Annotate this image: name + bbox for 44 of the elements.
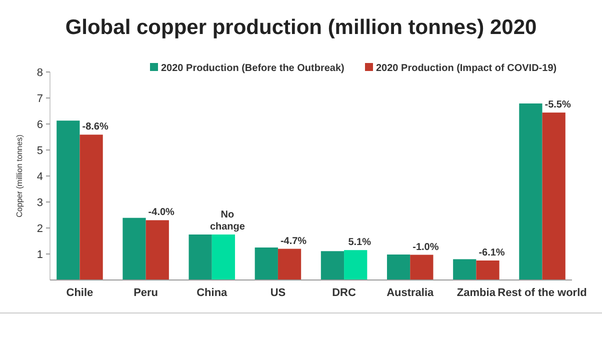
bar <box>542 112 566 280</box>
bar <box>386 254 410 280</box>
y-tick-label: 1 <box>36 249 43 261</box>
x-tick-label: China <box>196 287 228 299</box>
y-tick-label: 6 <box>36 119 43 131</box>
y-tick-label: 3 <box>36 197 43 209</box>
bar <box>80 134 103 280</box>
bar <box>212 234 236 280</box>
y-tick-label: 7 <box>36 93 43 105</box>
bar <box>278 248 302 280</box>
bar <box>254 248 278 280</box>
x-tick-label: DRC <box>332 287 356 299</box>
annotation: -1.0% <box>412 242 439 253</box>
annotation: -4.0% <box>148 207 175 218</box>
annotation: -5.5% <box>544 100 571 111</box>
bar <box>476 260 500 280</box>
legend-label: 2020 Production (Before the Outbreak) <box>161 63 344 74</box>
bar <box>519 103 542 280</box>
bar <box>410 254 434 280</box>
chart-title: Global copper production (million tonnes) 2020 <box>65 16 537 39</box>
annotation: -4.7% <box>280 236 307 247</box>
bar <box>188 234 212 280</box>
annotation: 5.1% <box>348 237 372 248</box>
x-tick-label: Australia <box>386 287 435 299</box>
bar <box>122 218 146 280</box>
x-tick-label: US <box>270 287 286 299</box>
bar <box>320 251 344 280</box>
x-tick-label: Chile <box>66 287 94 299</box>
x-tick-label: Peru <box>134 287 158 299</box>
bar <box>344 250 368 280</box>
bar <box>453 259 476 280</box>
annotation: No change <box>210 210 246 232</box>
y-tick-label: 2 <box>36 223 43 235</box>
legend-label: 2020 Production (Impact of COVID-19) <box>376 63 557 74</box>
x-tick-label: Rest of the world <box>498 287 587 299</box>
bar <box>146 220 169 280</box>
annotation: -8.6% <box>82 122 108 133</box>
x-tick-label: Zambia <box>456 287 496 299</box>
y-axis-title: Copper (million tonnes) <box>15 134 24 218</box>
y-tick-label: 8 <box>36 67 43 79</box>
bar <box>56 120 80 280</box>
annotation: -6.1% <box>478 248 505 258</box>
y-tick-label: 5 <box>36 145 43 157</box>
y-tick-label: 4 <box>36 171 43 183</box>
